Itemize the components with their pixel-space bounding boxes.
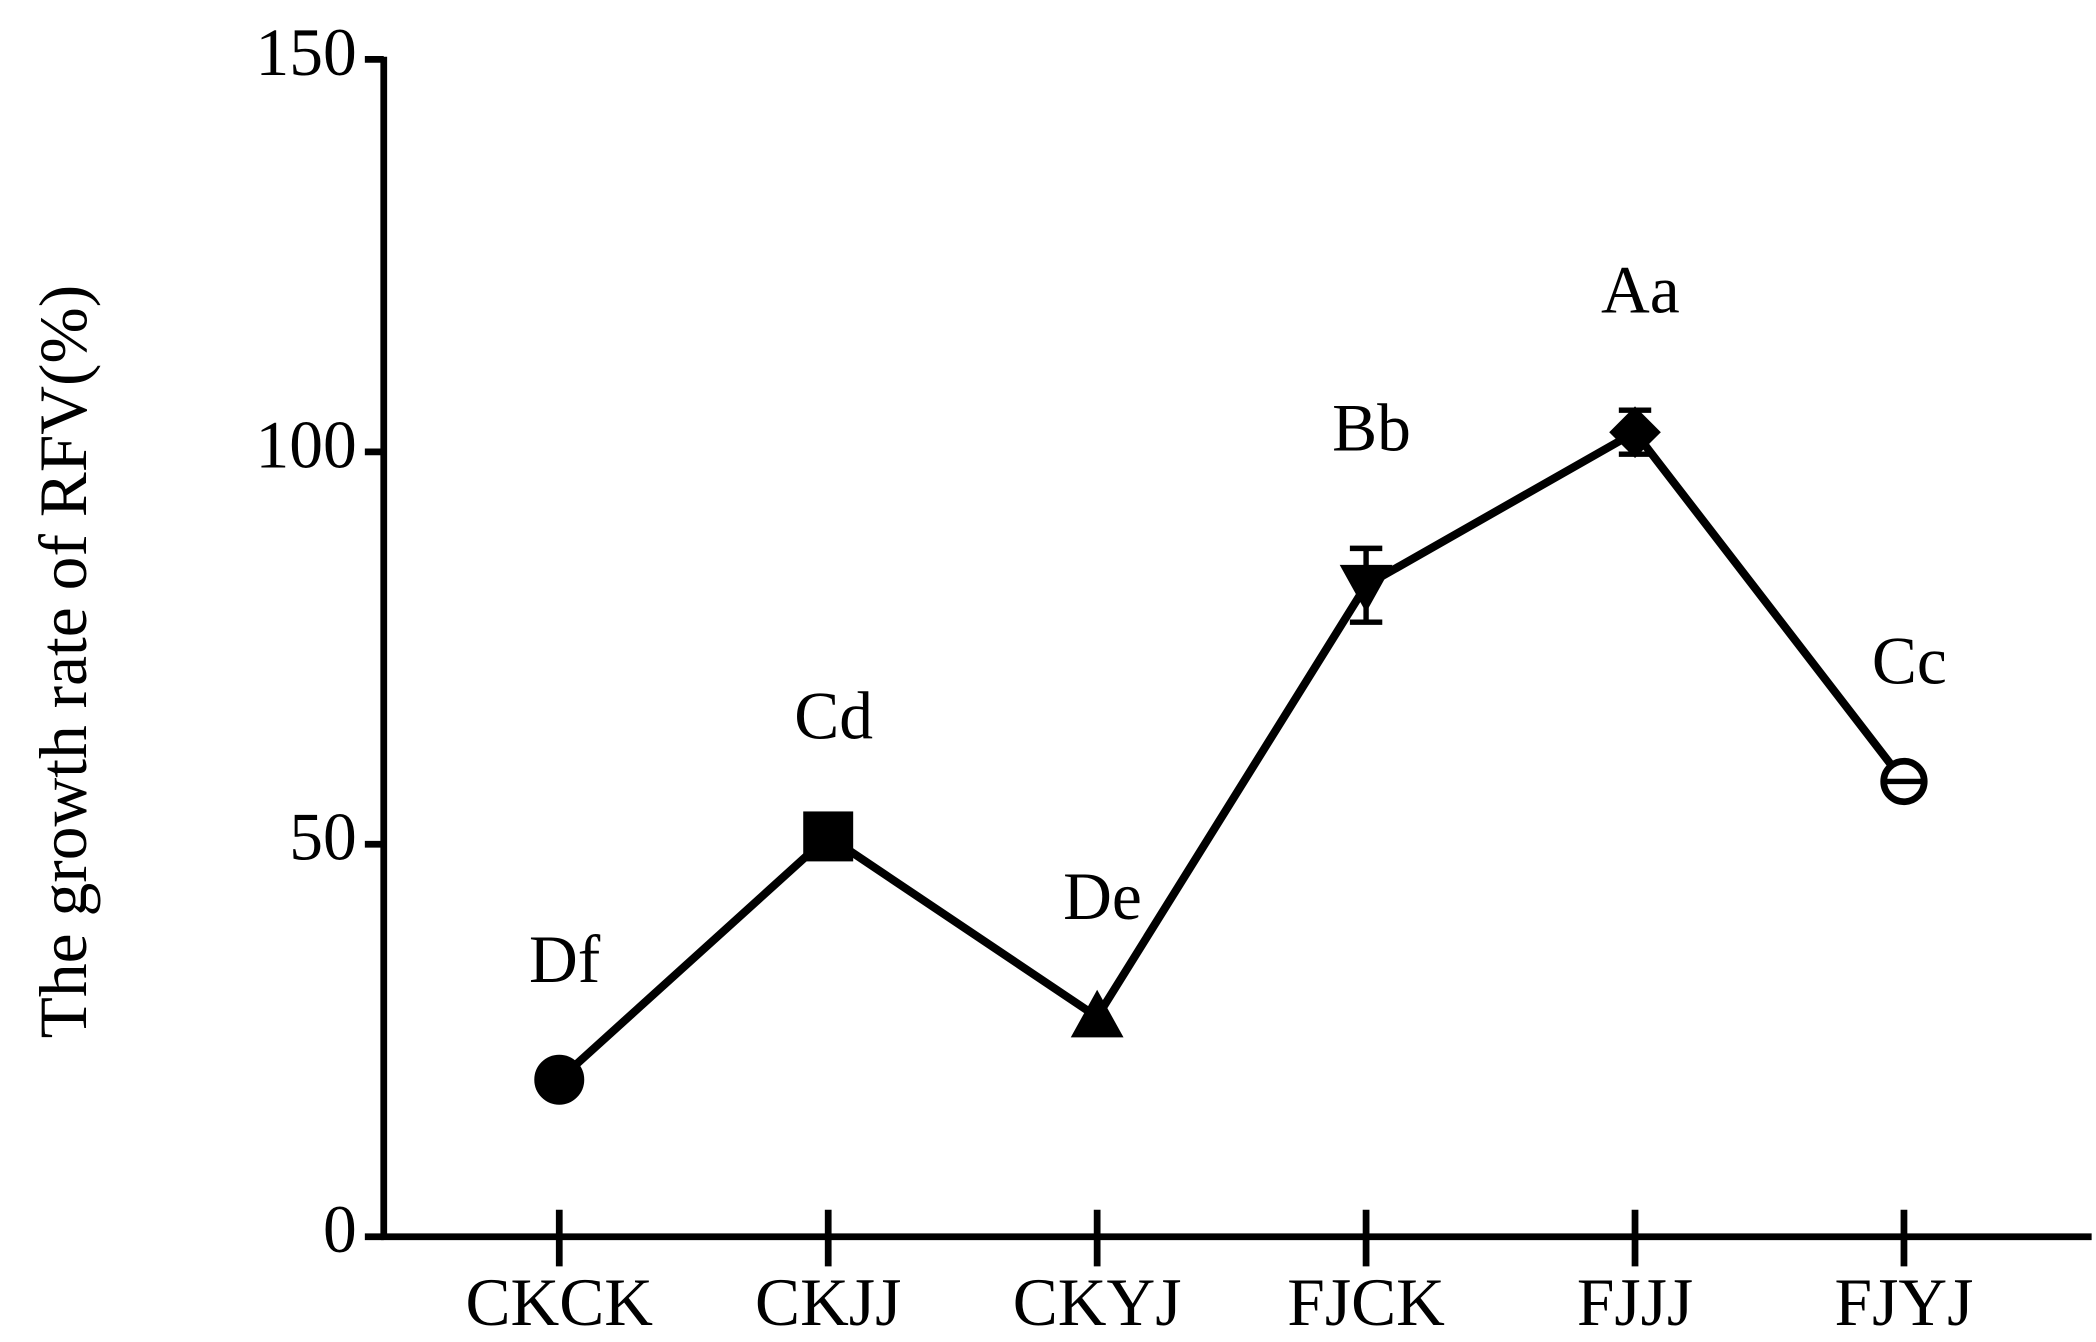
annotation: Aa <box>1601 252 1680 327</box>
annotation: Df <box>529 922 601 997</box>
y-tick-label: 0 <box>323 1192 357 1267</box>
marker <box>803 811 854 862</box>
marker <box>1339 564 1393 613</box>
annotation: Bb <box>1332 390 1411 465</box>
y-tick-label: 50 <box>289 800 357 875</box>
y-axis-label: The growth rate of RFV(%) <box>26 285 101 1039</box>
marker <box>1609 406 1661 459</box>
line <box>556 428 1908 1083</box>
annotation: Cd <box>794 678 873 753</box>
y-tick-label: 100 <box>255 407 356 482</box>
y-tick-label: 150 <box>255 15 356 90</box>
marker <box>1070 989 1124 1038</box>
x-tick-label: CKCK <box>465 1265 653 1340</box>
x-tick-label: FJJJ <box>1577 1265 1693 1340</box>
x-tick-label: FJYJ <box>1835 1265 1974 1340</box>
annotation: De <box>1063 859 1142 934</box>
x-tick-label: CKJJ <box>755 1265 901 1340</box>
annotation: Cc <box>1872 624 1947 699</box>
x-tick-label: FJCK <box>1287 1265 1445 1340</box>
x-tick-label: CKYJ <box>1013 1265 1182 1340</box>
marker <box>534 1054 585 1105</box>
